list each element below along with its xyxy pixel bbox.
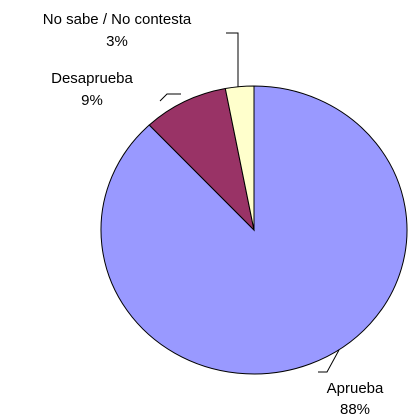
leader-line-desaprueba — [159, 93, 181, 102]
slice-label-aprueba: Aprueba — [327, 380, 384, 397]
pie-slice-desaprueba — [148, 87, 255, 232]
slice-label-desaprueba: Desaprueba — [51, 70, 133, 87]
pie-slices — [100, 85, 408, 375]
leader-line-aprueba — [318, 349, 340, 373]
slice-percent-no-sabe: 3% — [106, 33, 128, 50]
slice-label-no-sabe: No sabe / No contesta — [43, 11, 192, 28]
pie-slice-no-sabe — [224, 85, 255, 231]
slice-percent-desaprueba: 9% — [81, 92, 103, 109]
leader-line-no-sabe — [226, 32, 239, 87]
slice-percent-aprueba: 88% — [340, 401, 370, 418]
